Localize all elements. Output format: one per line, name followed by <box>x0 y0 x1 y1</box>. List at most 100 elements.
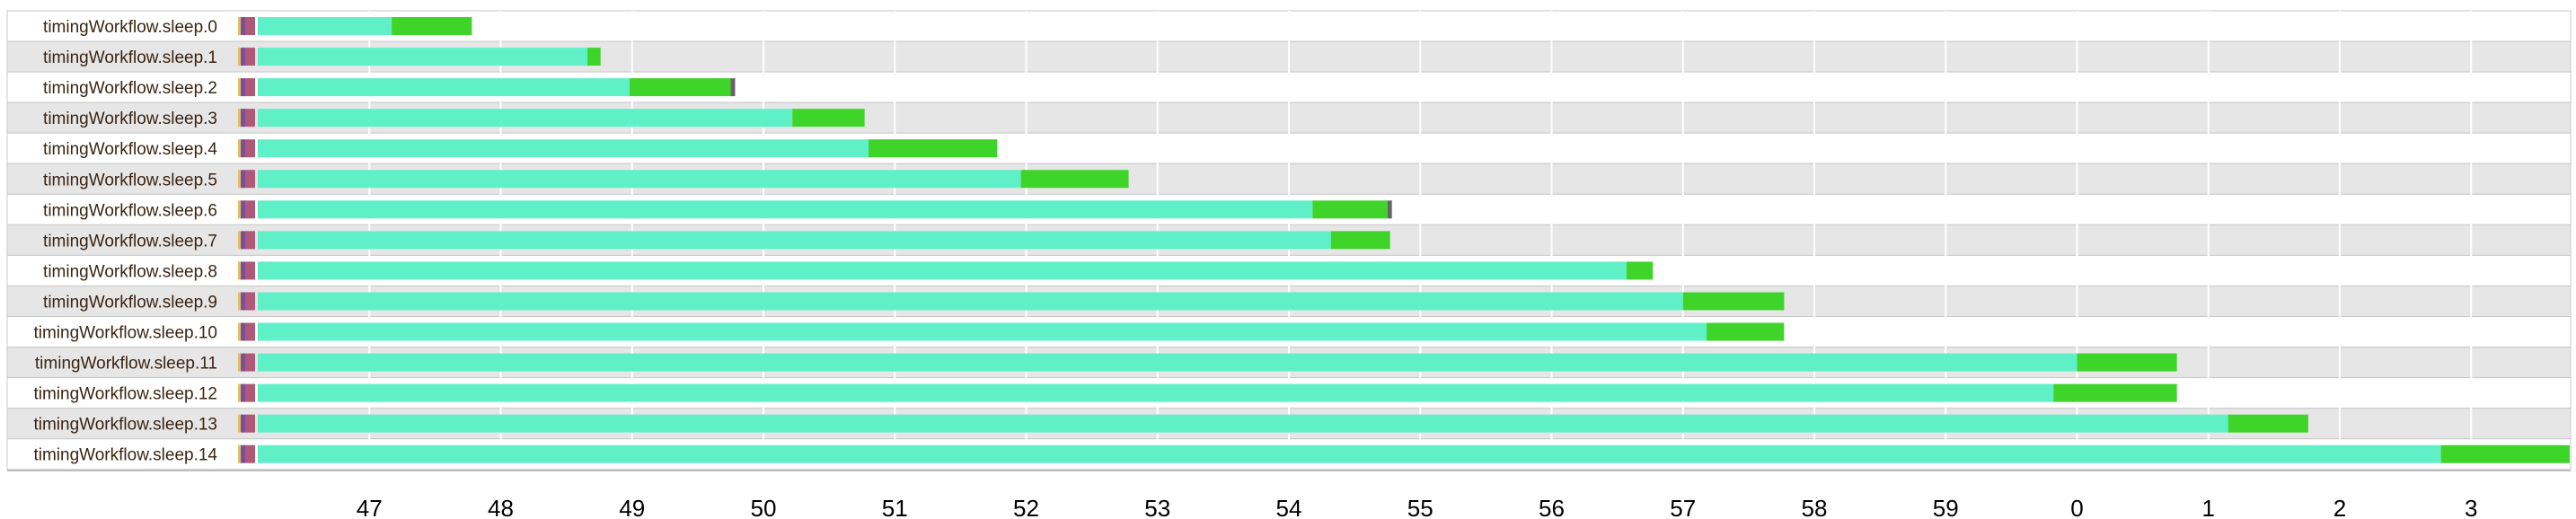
pre-segment-c <box>245 383 255 402</box>
row-label: timingWorkflow.sleep.4 <box>43 140 217 159</box>
x-tick-label: 56 <box>1539 495 1565 519</box>
running-bar <box>257 322 1707 341</box>
pre-segment-a <box>238 48 241 66</box>
running-bar <box>257 78 630 97</box>
completed-bar <box>1626 261 1654 280</box>
pre-segment-a <box>238 444 241 463</box>
pre-segment-c <box>245 444 255 463</box>
x-tick-label: 48 <box>488 495 514 519</box>
running-bar <box>257 17 393 36</box>
completed-bar <box>1020 170 1129 189</box>
running-bar <box>257 200 1313 219</box>
running-bar <box>257 292 1683 311</box>
running-bar <box>257 139 869 158</box>
pre-segment-c <box>245 414 255 433</box>
x-tick-label: 50 <box>751 495 777 519</box>
completed-bar <box>2053 383 2177 402</box>
completed-bar <box>1682 292 1785 311</box>
pre-segment-b <box>241 200 245 219</box>
x-tick-label: 54 <box>1276 495 1302 519</box>
pre-segment-a <box>238 109 241 128</box>
pre-segment-b <box>241 48 245 66</box>
x-tick-label: 2 <box>2333 495 2346 519</box>
completed-bar <box>587 48 601 66</box>
pre-segment-c <box>245 109 255 128</box>
pre-segment-b <box>241 231 245 250</box>
pre-segment-b <box>241 444 245 463</box>
pre-segment-a <box>238 383 241 402</box>
row-label: timingWorkflow.sleep.1 <box>43 48 217 67</box>
running-bar <box>257 414 2228 433</box>
row-label: timingWorkflow.sleep.13 <box>33 416 217 435</box>
running-bar <box>257 261 1627 280</box>
row-label: timingWorkflow.sleep.3 <box>43 110 217 128</box>
completed-bar <box>792 109 865 128</box>
row-label: timingWorkflow.sleep.5 <box>43 171 217 189</box>
x-tick-label: 55 <box>1407 495 1434 519</box>
running-bar <box>257 48 588 66</box>
pre-segment-c <box>245 322 255 341</box>
running-bar <box>257 231 1331 250</box>
row-label: timingWorkflow.sleep.14 <box>33 446 217 465</box>
row-label: timingWorkflow.sleep.6 <box>43 201 217 220</box>
row-label: timingWorkflow.sleep.12 <box>33 385 217 404</box>
running-bar <box>257 383 2054 402</box>
pre-segment-b <box>241 78 245 97</box>
row-label: timingWorkflow.sleep.2 <box>43 79 217 98</box>
row-label: timingWorkflow.sleep.9 <box>43 293 217 312</box>
completed-bar <box>2228 414 2308 433</box>
pre-segment-a <box>238 200 241 219</box>
x-tick-label: 51 <box>882 495 908 519</box>
pre-segment-c <box>245 292 255 311</box>
pre-segment-a <box>238 261 241 280</box>
x-tick-label: 1 <box>2202 495 2215 519</box>
pre-segment-c <box>245 170 255 189</box>
pre-segment-b <box>241 383 245 402</box>
pre-segment-a <box>238 353 241 372</box>
pre-segment-a <box>238 322 241 341</box>
row-label: timingWorkflow.sleep.10 <box>33 324 217 343</box>
end-marker <box>730 78 736 97</box>
x-tick-label: 3 <box>2465 495 2477 519</box>
pre-segment-a <box>238 139 241 158</box>
pre-segment-b <box>241 109 245 128</box>
pre-segment-c <box>245 261 255 280</box>
completed-bar <box>1312 200 1388 219</box>
completed-bar <box>2440 444 2570 463</box>
end-marker <box>1387 200 1392 219</box>
pre-segment-c <box>245 353 255 372</box>
row-label: timingWorkflow.sleep.8 <box>43 262 217 281</box>
pre-segment-b <box>241 322 245 341</box>
completed-bar <box>1707 322 1785 341</box>
pre-segment-c <box>245 139 255 158</box>
x-tick-label: 47 <box>357 495 383 519</box>
completed-bar <box>1330 231 1390 250</box>
pre-segment-c <box>245 78 255 97</box>
x-axis: 47 48 49 50 51 52 53 54 55 56 57 58 59 0 1 2 3 <box>7 470 2571 519</box>
labels-layer: timingWorkflow.sleep.0 timingWorkflow.sle… <box>33 18 217 465</box>
x-tick-label: 52 <box>1013 495 1039 519</box>
pre-segment-c <box>245 200 255 219</box>
x-tick-label: 53 <box>1144 495 1170 519</box>
pre-segment-b <box>241 170 245 189</box>
row-label: timingWorkflow.sleep.11 <box>35 355 217 374</box>
pre-segment-a <box>238 231 241 250</box>
pre-segment-b <box>241 17 245 36</box>
x-tick-label: 58 <box>1802 495 1828 519</box>
x-tick-label: 0 <box>2070 495 2083 519</box>
row-label: timingWorkflow.sleep.0 <box>43 18 217 37</box>
completed-bar <box>869 139 998 158</box>
bars-layer <box>238 17 2570 463</box>
pre-segment-b <box>241 414 245 433</box>
completed-bar <box>2077 353 2177 372</box>
running-bar <box>257 170 1021 189</box>
running-bar <box>257 353 2078 372</box>
pre-segment-a <box>238 170 241 189</box>
running-bar <box>257 444 2441 463</box>
pre-segment-b <box>241 261 245 280</box>
pre-segment-b <box>241 292 245 311</box>
running-bar <box>257 109 793 128</box>
pre-segment-c <box>245 48 255 66</box>
pre-segment-c <box>245 17 255 36</box>
